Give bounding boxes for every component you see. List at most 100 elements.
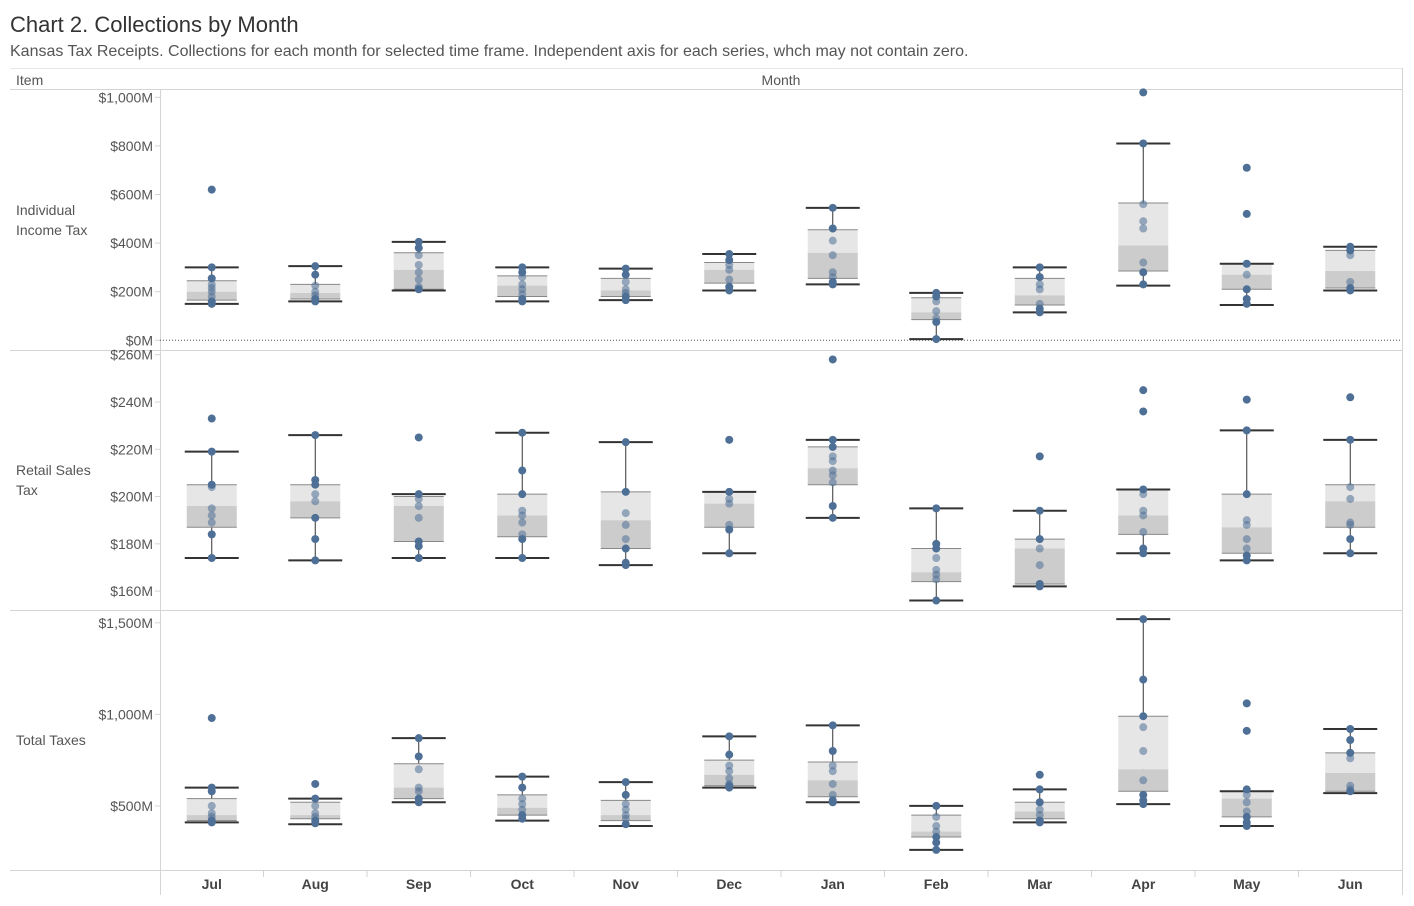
data-point: [1035, 818, 1044, 827]
data-point: [1242, 822, 1251, 831]
data-point: [311, 480, 320, 489]
data-point: [1242, 285, 1251, 294]
data-point: [1139, 723, 1148, 732]
data-point: [828, 280, 837, 289]
box-aug: [288, 779, 343, 828]
data-point: [621, 487, 630, 496]
box-may: [1219, 163, 1274, 308]
data-point: [414, 494, 423, 503]
data-point: [1035, 785, 1044, 794]
box-jan: [805, 203, 860, 289]
box-aug: [288, 262, 343, 306]
data-point: [1139, 139, 1148, 148]
data-point: [621, 820, 630, 829]
data-point: [828, 779, 837, 788]
data-point: [725, 767, 734, 776]
data-point: [621, 296, 630, 305]
data-point: [932, 335, 941, 344]
column-header-label: Month: [762, 72, 801, 88]
data-point: [1035, 285, 1044, 294]
data-point: [1139, 776, 1148, 785]
month-label-aug: Aug: [302, 876, 329, 892]
data-point: [518, 511, 527, 520]
data-point: [1139, 746, 1148, 755]
data-point: [518, 554, 527, 562]
month-label-dec: Dec: [716, 876, 742, 892]
data-point: [1139, 615, 1148, 624]
data-point: [518, 772, 527, 781]
data-point: [1242, 395, 1251, 404]
data-point: [1035, 805, 1044, 814]
data-point: [1346, 494, 1355, 503]
month-label-sep: Sep: [406, 876, 432, 892]
data-point: [311, 490, 320, 499]
month-label-jun: Jun: [1338, 876, 1363, 892]
data-point: [932, 827, 941, 836]
y-tick-label: $1,000M: [99, 89, 153, 105]
data-point: [1346, 393, 1355, 402]
y-tick-label: $1,500M: [99, 615, 153, 631]
panel-label: Income Tax: [16, 222, 87, 238]
y-tick-label: $1,000M: [99, 706, 153, 722]
data-point: [725, 761, 734, 770]
data-point: [1035, 308, 1044, 317]
data-point: [621, 790, 630, 799]
panel-label: Total Taxes: [16, 732, 86, 748]
data-point: [621, 277, 630, 286]
data-point: [414, 243, 423, 252]
data-point: [1035, 506, 1044, 515]
box-sep: [391, 237, 446, 294]
box-oct: [495, 263, 550, 306]
box-upper: [186, 484, 237, 506]
box-jan: [805, 355, 860, 522]
data-point: [1346, 748, 1355, 757]
panel-label: Tax: [16, 482, 38, 498]
data-point: [1242, 163, 1251, 172]
box-jan: [805, 721, 860, 807]
data-point: [932, 297, 941, 306]
data-point: [828, 355, 837, 364]
box-upper: [393, 763, 444, 788]
box-jun: [1323, 242, 1378, 295]
data-point: [414, 260, 423, 269]
data-point: [621, 520, 630, 529]
box-lower: [1118, 515, 1169, 535]
data-point: [621, 509, 630, 518]
data-point: [414, 268, 423, 277]
data-point: [725, 732, 734, 741]
box-mar: [1012, 452, 1067, 591]
data-point: [725, 487, 734, 496]
box-apr: [1116, 88, 1171, 289]
data-point: [518, 273, 527, 282]
data-point: [725, 265, 734, 274]
data-point: [207, 447, 216, 456]
data-point: [207, 483, 216, 492]
data-point: [828, 478, 837, 487]
data-point: [414, 513, 423, 522]
data-point: [828, 746, 837, 755]
data-point: [932, 596, 941, 605]
y-tick-label: $220M: [110, 441, 153, 457]
data-point: [1346, 549, 1355, 558]
data-point: [932, 554, 941, 562]
box-jul: [184, 414, 239, 562]
data-point: [1242, 726, 1251, 735]
box-may: [1219, 699, 1274, 831]
data-point: [518, 490, 527, 499]
data-point: [828, 761, 837, 770]
data-point: [1139, 800, 1148, 809]
data-point: [207, 504, 216, 513]
box-feb: [909, 801, 964, 854]
data-point: [621, 800, 630, 809]
data-point: [207, 554, 216, 562]
data-point: [207, 511, 216, 520]
data-point: [207, 414, 216, 423]
data-point: [207, 530, 216, 539]
data-point: [828, 721, 837, 730]
box-oct: [495, 428, 550, 562]
data-point: [207, 714, 216, 723]
data-point: [828, 767, 837, 776]
box-apr: [1116, 615, 1171, 809]
data-point: [828, 798, 837, 807]
data-point: [1346, 286, 1355, 295]
